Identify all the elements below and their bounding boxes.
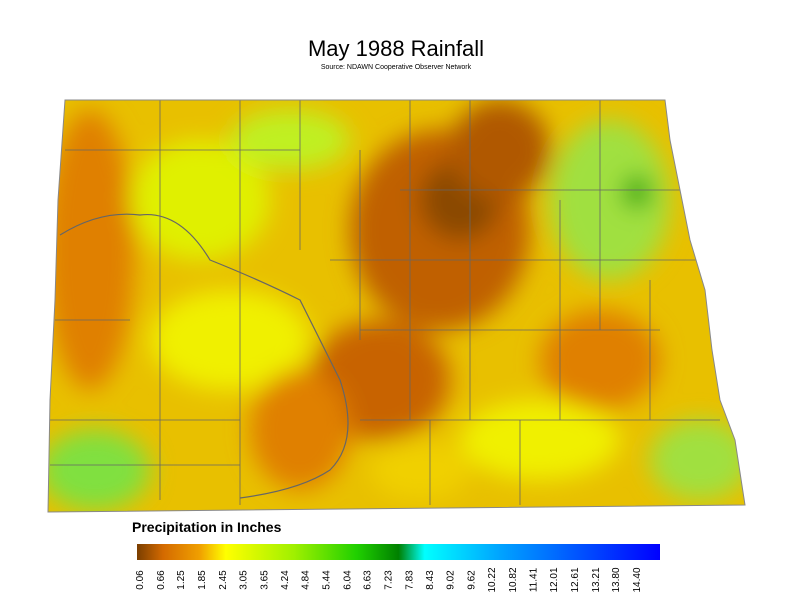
legend-tick-label: 6.63 [363, 570, 374, 590]
legend-tick-label: 1.25 [176, 570, 187, 590]
legend-tick-label: 3.65 [259, 570, 270, 590]
legend-tick-label: 12.61 [570, 567, 581, 592]
legend-tick-label: 2.45 [218, 570, 229, 590]
map-title: May 1988 Rainfall [308, 36, 484, 61]
legend-tick-label: 6.04 [342, 570, 353, 590]
legend-tick-label: 5.44 [321, 570, 332, 590]
state-outline [47, 99, 746, 513]
rainfall-surface [48, 100, 745, 512]
color-bar [137, 544, 660, 560]
map-subtitle: Source: NDAWN Cooperative Observer Netwo… [321, 64, 472, 71]
legend-tick-label: 7.83 [404, 570, 415, 590]
legend-tick-label: 8.43 [425, 570, 436, 590]
legend-tick-label: 9.62 [466, 570, 477, 590]
legend-tick-label: 13.80 [611, 567, 622, 592]
legend-tick-label: 13.21 [591, 567, 602, 592]
legend-tick-label: 11.41 [528, 567, 539, 592]
legend-title: Precipitation in Inches [132, 519, 282, 535]
legend-tick-label: 0.66 [156, 570, 167, 590]
legend-tick-label: 10.82 [508, 567, 519, 592]
legend-tick-label: 4.24 [280, 570, 291, 590]
legend-tick-label: 3.05 [239, 570, 250, 590]
legend-tick-label: 10.22 [487, 567, 498, 592]
legend-tick-label: 1.85 [197, 570, 208, 590]
legend-tick-label: 4.84 [301, 570, 312, 590]
legend-tick-label: 0.06 [135, 570, 146, 590]
legend-tick-label: 9.02 [446, 570, 457, 590]
legend-tick-label: 7.23 [384, 570, 395, 590]
legend-tick-label: 12.01 [549, 567, 560, 592]
legend-tick-label: 14.40 [632, 567, 643, 592]
